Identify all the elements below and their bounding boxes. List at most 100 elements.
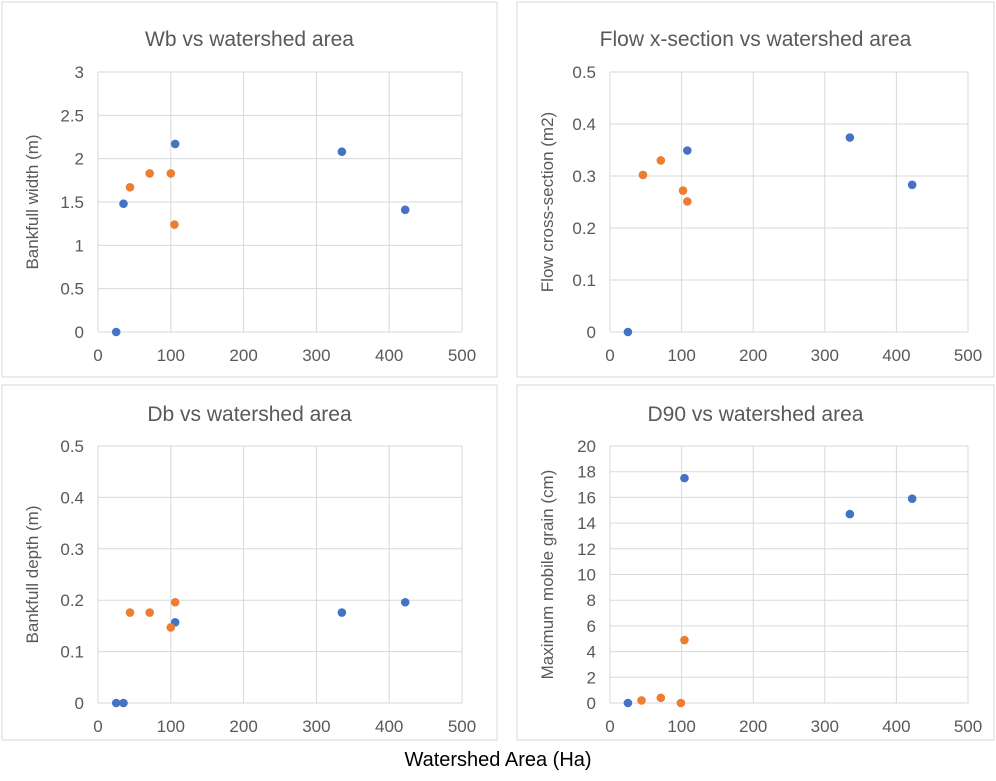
data-point-series-2 bbox=[166, 623, 176, 632]
y-tick-label: 3 bbox=[75, 63, 84, 82]
data-point-series-1 bbox=[623, 698, 633, 708]
x-tick-label: 200 bbox=[229, 717, 257, 736]
y-tick-label: 0.4 bbox=[60, 488, 84, 507]
y-tick-label: 0.2 bbox=[572, 219, 596, 238]
x-tick-label: 300 bbox=[302, 717, 330, 736]
y-tick-label: 20 bbox=[577, 437, 596, 456]
y-tick-label: 1 bbox=[75, 236, 84, 255]
y-tick-label: 18 bbox=[577, 463, 596, 482]
data-point-series-1 bbox=[400, 597, 410, 607]
data-point-series-2 bbox=[638, 170, 648, 180]
data-point-series-1 bbox=[337, 147, 347, 157]
data-point-series-1 bbox=[337, 608, 347, 617]
x-tick-label: 200 bbox=[739, 346, 767, 365]
data-point-series-1 bbox=[680, 473, 689, 483]
chart-panel-3: 0 0.1 0.2 0.3 0.4 0.5 0 100 200 300 400 500 Db vs wa… bbox=[1, 384, 498, 741]
x-tick-label: 200 bbox=[739, 717, 767, 736]
data-point-series-2 bbox=[145, 608, 154, 617]
chart-title: D90 vs watershed area bbox=[648, 403, 864, 426]
x-tick-label: 400 bbox=[375, 717, 403, 736]
x-tick-label: 400 bbox=[375, 346, 403, 365]
data-point-series-2 bbox=[125, 182, 135, 192]
y-axis-label: Flow cross-section (m2) bbox=[538, 112, 557, 292]
x-tick-label: 0 bbox=[93, 717, 102, 736]
y-axis-label: Maximum mobile grain (cm) bbox=[538, 470, 557, 680]
data-point-series-2 bbox=[637, 696, 646, 705]
y-tick-label: 0 bbox=[587, 323, 596, 342]
x-tick-label: 500 bbox=[954, 346, 982, 365]
chart-title: Wb vs watershed area bbox=[145, 28, 354, 51]
y-tick-label: 0 bbox=[587, 694, 596, 713]
data-point-series-2 bbox=[170, 597, 180, 607]
x-tick-label: 0 bbox=[605, 346, 614, 365]
y-tick-label: 2.5 bbox=[60, 106, 84, 125]
data-point-series-2 bbox=[676, 698, 686, 708]
x-tick-label: 100 bbox=[157, 717, 185, 736]
shared-x-axis-label: Watershed Area (Ha) bbox=[404, 749, 592, 771]
data-point-series-2 bbox=[166, 169, 176, 178]
y-tick-label: 12 bbox=[577, 540, 596, 559]
x-tick-label: 0 bbox=[93, 346, 102, 365]
x-tick-label: 300 bbox=[811, 346, 839, 365]
y-tick-label: 0.2 bbox=[60, 591, 84, 610]
y-tick-label: 10 bbox=[577, 566, 596, 585]
chart-panel-2: 0 0.1 0.2 0.3 0.4 0.5 0 100 200 300 400 500 Flow x-s… bbox=[516, 1, 995, 378]
y-tick-label: 0.3 bbox=[60, 540, 84, 559]
data-point-series-1 bbox=[111, 698, 121, 708]
x-tick-label: 0 bbox=[605, 717, 614, 736]
y-tick-label: 2 bbox=[75, 150, 84, 169]
x-tick-label: 100 bbox=[667, 346, 695, 365]
data-point-series-1 bbox=[845, 133, 855, 142]
y-tick-label: 0.5 bbox=[572, 63, 596, 82]
x-tick-label: 500 bbox=[448, 717, 476, 736]
y-tick-label: 0.1 bbox=[572, 271, 596, 290]
x-tick-label: 100 bbox=[667, 717, 695, 736]
x-tick-label: 300 bbox=[302, 346, 330, 365]
data-point-series-1 bbox=[907, 494, 917, 503]
data-point-series-1 bbox=[683, 146, 692, 155]
y-tick-label: 0 bbox=[75, 694, 84, 713]
y-tick-label: 0.3 bbox=[572, 167, 596, 186]
data-point-series-1 bbox=[170, 139, 180, 149]
x-tick-label: 100 bbox=[157, 346, 185, 365]
x-tick-label: 500 bbox=[954, 717, 982, 736]
x-tick-label: 400 bbox=[882, 346, 910, 365]
data-point-series-2 bbox=[145, 169, 154, 178]
chart-title: Db vs watershed area bbox=[147, 403, 352, 426]
data-point-series-2 bbox=[656, 156, 666, 165]
x-tick-label: 200 bbox=[229, 346, 257, 365]
y-tick-label: 1.5 bbox=[60, 193, 84, 212]
y-axis-label: Bankfull depth (m) bbox=[23, 506, 42, 644]
y-tick-label: 4 bbox=[587, 643, 596, 662]
y-tick-label: 0.1 bbox=[60, 643, 84, 662]
data-point-series-2 bbox=[125, 608, 135, 617]
data-point-series-1 bbox=[845, 509, 855, 519]
y-tick-label: 14 bbox=[577, 514, 596, 533]
panel-border bbox=[1, 1, 498, 378]
data-point-series-1 bbox=[400, 205, 410, 215]
y-tick-label: 2 bbox=[587, 668, 596, 687]
data-point-series-1 bbox=[907, 180, 917, 190]
data-point-series-1 bbox=[119, 698, 128, 708]
x-tick-label: 300 bbox=[811, 717, 839, 736]
data-point-series-2 bbox=[683, 197, 692, 206]
chart-title: Flow x-section vs watershed area bbox=[600, 28, 912, 51]
y-tick-label: 16 bbox=[577, 488, 596, 507]
y-tick-label: 0 bbox=[75, 323, 84, 342]
chart-panel-1: 0 0.5 1 1.5 2 2.5 3 0 100 200 300 400 500 Wb vs water… bbox=[1, 1, 498, 378]
x-tick-label: 400 bbox=[882, 717, 910, 736]
y-tick-label: 8 bbox=[587, 591, 596, 610]
y-tick-label: 6 bbox=[587, 617, 596, 636]
data-point-series-2 bbox=[170, 220, 179, 229]
y-tick-label: 0.4 bbox=[572, 115, 596, 134]
data-point-series-1 bbox=[111, 327, 121, 337]
data-point-series-2 bbox=[678, 186, 688, 195]
panel-border bbox=[1, 384, 498, 741]
x-tick-label: 500 bbox=[448, 346, 476, 365]
data-point-series-2 bbox=[656, 693, 666, 703]
data-point-series-1 bbox=[119, 199, 128, 209]
y-tick-label: 0.5 bbox=[60, 280, 84, 299]
panel-border bbox=[516, 1, 995, 378]
